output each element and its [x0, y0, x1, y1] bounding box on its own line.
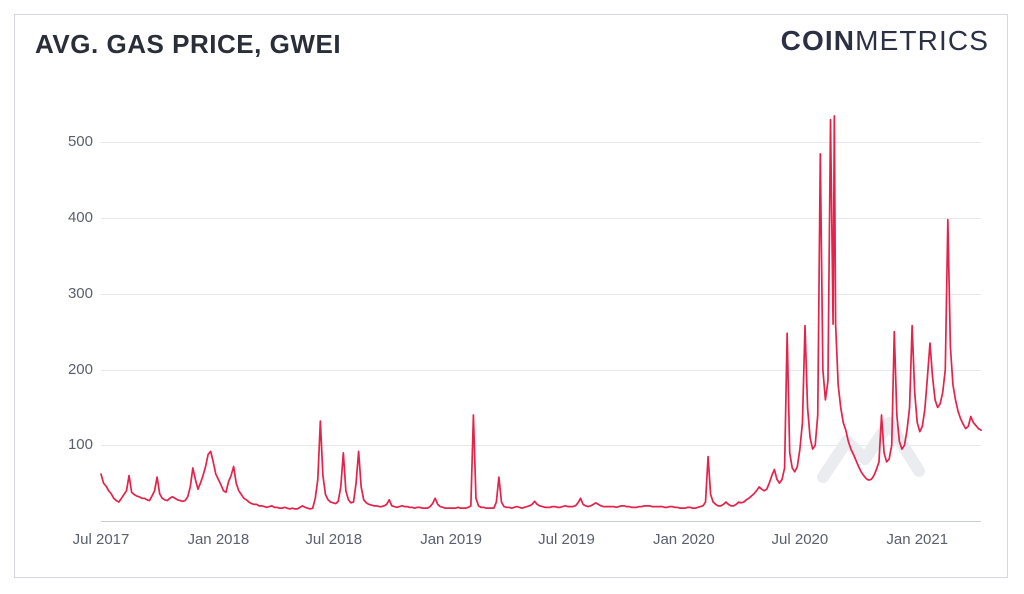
x-tick-label: Jan 2021: [886, 531, 948, 548]
x-tick-label: Jul 2018: [305, 531, 362, 548]
brand-logo: COINMETRICS: [781, 25, 989, 57]
x-axis-line: [101, 521, 981, 522]
y-tick-label: 200: [43, 361, 93, 378]
y-tick-label: 500: [43, 133, 93, 150]
y-tick-label: 100: [43, 436, 93, 453]
line-series: [101, 97, 981, 521]
x-tick-label: Jan 2020: [653, 531, 715, 548]
brand-bold: COIN: [781, 25, 855, 56]
y-tick-label: 300: [43, 285, 93, 302]
x-tick-label: Jan 2019: [420, 531, 482, 548]
x-tick-label: Jan 2018: [187, 531, 249, 548]
chart-frame: AVG. GAS PRICE, GWEI COINMETRICS Jul 201…: [14, 14, 1008, 578]
x-tick-label: Jul 2020: [772, 531, 829, 548]
x-tick-label: Jul 2017: [73, 531, 130, 548]
brand-light: METRICS: [855, 25, 989, 56]
y-tick-label: 400: [43, 209, 93, 226]
plot-area: Jul 2017Jan 2018Jul 2018Jan 2019Jul 2019…: [101, 97, 981, 521]
chart-title: AVG. GAS PRICE, GWEI: [35, 29, 341, 60]
x-tick-label: Jul 2019: [538, 531, 595, 548]
